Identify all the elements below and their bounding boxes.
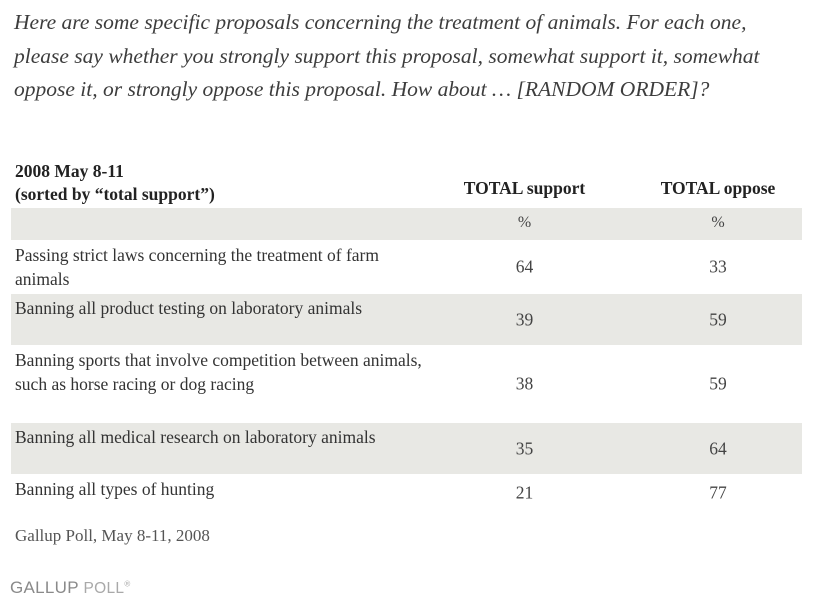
table-date-heading: 2008 May 8-11 (sorted by “total support”…: [15, 160, 215, 206]
unit-support: %: [517, 214, 532, 231]
table-row: Banning all product testing on laborator…: [11, 293, 802, 345]
row-oppose-value: 77: [709, 482, 727, 502]
row-support-value: 35: [515, 438, 534, 458]
row-support-value: 38: [515, 373, 534, 394]
row-label: Banning all product testing on laborator…: [15, 298, 363, 318]
column-header-total-oppose: TOTAL oppose: [660, 178, 776, 198]
poll-date: 2008 May 8-11: [15, 161, 124, 181]
row-label: Banning all medical research on laborato…: [15, 427, 376, 447]
row-support-value: 21: [515, 482, 534, 502]
sort-note: (sorted by “total support”): [15, 184, 215, 204]
logo-text-main: GALLUP: [10, 578, 79, 597]
gallup-poll-logo: GALLUP POLL®: [10, 578, 131, 598]
row-support-value: 39: [515, 309, 534, 329]
row-support-value: 64: [515, 256, 534, 277]
row-label: Passing strict laws concerning the treat…: [15, 245, 379, 289]
row-oppose-value: 59: [709, 309, 727, 329]
table-header: 2008 May 8-11 (sorted by “total support”…: [11, 160, 802, 208]
percent-unit-row: % %: [11, 208, 802, 240]
row-oppose-value: 59: [709, 373, 727, 394]
row-oppose-value: 64: [709, 438, 727, 458]
table-row: Banning all types of hunting 21 77: [11, 474, 802, 510]
table-row: Banning all medical research on laborato…: [11, 422, 802, 474]
question-text: Here are some specific proposals concern…: [14, 10, 760, 101]
unit-oppose: %: [711, 214, 725, 231]
column-header-total-support: TOTAL support: [463, 178, 586, 198]
source-note: Gallup Poll, May 8-11, 2008: [15, 526, 210, 545]
results-table: 2008 May 8-11 (sorted by “total support”…: [11, 160, 802, 510]
table-row: Passing strict laws concerning the treat…: [11, 240, 802, 293]
table-row: Banning sports that involve competition …: [11, 345, 802, 422]
row-oppose-value: 33: [709, 256, 727, 277]
row-label: Banning all types of hunting: [15, 479, 215, 499]
row-label: Banning sports that involve competition …: [15, 350, 422, 394]
registered-mark: ®: [124, 579, 131, 589]
logo-text-poll: POLL: [78, 580, 125, 597]
